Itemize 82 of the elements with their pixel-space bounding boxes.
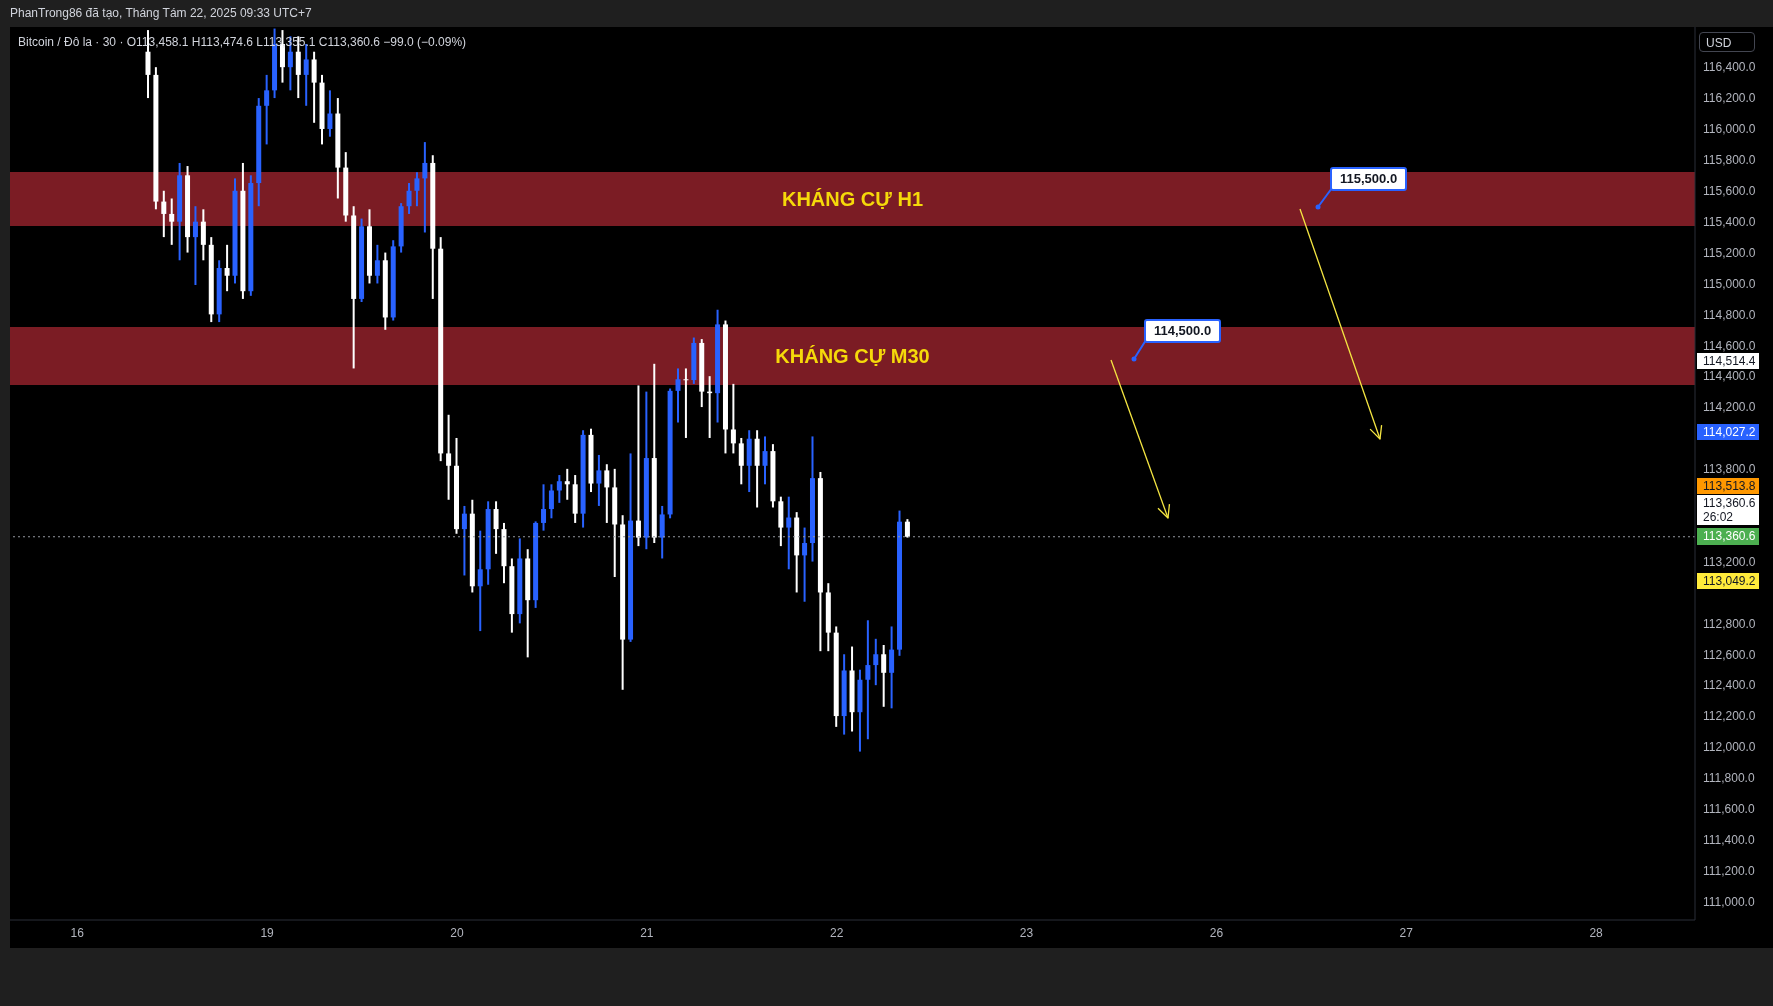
candlestick <box>477 529 483 633</box>
y-tick-label: 116,000.0 <box>1703 122 1756 137</box>
candlestick <box>541 483 547 532</box>
candlestick <box>192 205 198 287</box>
annotation: 114,500.0 <box>1144 319 1222 343</box>
y-tick-label: 112,200.0 <box>1703 709 1756 724</box>
candlestick <box>675 367 681 424</box>
candlestick <box>169 197 175 246</box>
text: PhanTrong86 đã tạo, Tháng Tám 22, 2025 09:33 UTC+7 <box>10 6 312 20</box>
y-tick-label: 115,000.0 <box>1703 276 1756 291</box>
band-label: KHÁNG CỰ M30 <box>775 344 930 368</box>
candlestick <box>224 243 230 293</box>
text: 113,360.6 <box>1697 495 1759 511</box>
candlestick <box>904 518 910 539</box>
text: 26:02 <box>1697 509 1759 525</box>
candlestick <box>548 483 554 520</box>
y-axis-title: USD <box>1699 32 1755 52</box>
y-tick-label: 116,400.0 <box>1703 60 1756 75</box>
y-tick-label: 115,800.0 <box>1703 153 1756 168</box>
candlestick <box>422 141 428 234</box>
candlestick <box>738 436 744 486</box>
candlestick <box>596 453 602 507</box>
y-tick-label: 111,600.0 <box>1703 802 1755 817</box>
y-tick-label: 115,200.0 <box>1703 245 1756 260</box>
x-tick-label: 20 <box>450 925 464 940</box>
y-tick-label: 115,600.0 <box>1703 184 1756 199</box>
candlestick <box>683 367 689 439</box>
y-tick-label: 112,600.0 <box>1703 647 1756 662</box>
y-tick-label: 114,600.0 <box>1703 338 1756 353</box>
annotation: 115,500.0 <box>1330 167 1408 191</box>
candlestick <box>414 171 420 208</box>
candlestick <box>200 208 206 262</box>
candlestick <box>802 526 808 603</box>
candlestick <box>873 637 879 687</box>
candlestick <box>327 89 333 138</box>
candlestick <box>730 382 736 455</box>
candlestick <box>786 495 792 571</box>
candlestick <box>881 643 887 708</box>
y-tick-label: 113,200.0 <box>1703 554 1756 569</box>
y-tick-label: 115,400.0 <box>1703 214 1756 229</box>
text: 114,027.2 <box>1697 424 1759 440</box>
candlestick <box>406 182 412 215</box>
y-tick-label: 111,200.0 <box>1703 863 1755 878</box>
x-tick-label: 28 <box>1589 925 1604 940</box>
candlestick <box>889 625 895 710</box>
candlestick <box>659 504 665 560</box>
candlestick <box>461 504 467 577</box>
candlestick <box>865 619 871 741</box>
ref-line-label: 113,360.6 <box>1697 528 1759 546</box>
x-tick-label: 21 <box>640 925 654 940</box>
candlestick <box>493 500 499 555</box>
y-tick-label: 112,400.0 <box>1703 678 1756 693</box>
x-tick-label: 27 <box>1399 925 1414 940</box>
candlestick <box>604 463 610 524</box>
candlestick <box>264 73 270 146</box>
y-tick-label: 111,000.0 <box>1703 894 1755 909</box>
text: 113,513.8 <box>1697 478 1759 494</box>
y-tick-label: 116,200.0 <box>1703 91 1756 106</box>
y-tick-label: 111,800.0 <box>1703 771 1755 786</box>
text: 114,514.4 <box>1697 353 1759 369</box>
candlestick <box>446 413 452 501</box>
band-label: KHÁNG CỰ H1 <box>781 187 924 211</box>
x-tick-label: 22 <box>830 925 844 940</box>
y-tick-label: 111,400.0 <box>1703 832 1755 847</box>
x-tick-label: 16 <box>70 925 85 940</box>
x-tick-label: 19 <box>260 925 275 940</box>
candlestick <box>556 474 562 504</box>
candlestick <box>564 467 570 501</box>
y-tick-label: 112,800.0 <box>1703 616 1756 631</box>
y-tick-label: 114,800.0 <box>1703 307 1756 322</box>
candlestick <box>635 384 641 548</box>
x-tick-label: 26 <box>1209 925 1224 940</box>
y-tick-label: 114,200.0 <box>1703 400 1756 415</box>
candlestick <box>311 50 317 124</box>
candlestick <box>161 189 167 239</box>
candlestick <box>762 435 768 486</box>
text: 113,049.2 <box>1697 573 1759 589</box>
candlestick <box>374 243 380 285</box>
y-tick-label: 113,800.0 <box>1703 462 1756 477</box>
y-tick-label: 112,000.0 <box>1703 740 1756 755</box>
x-tick-label: 23 <box>1019 925 1034 940</box>
y-tick-label: 114,400.0 <box>1703 369 1756 384</box>
